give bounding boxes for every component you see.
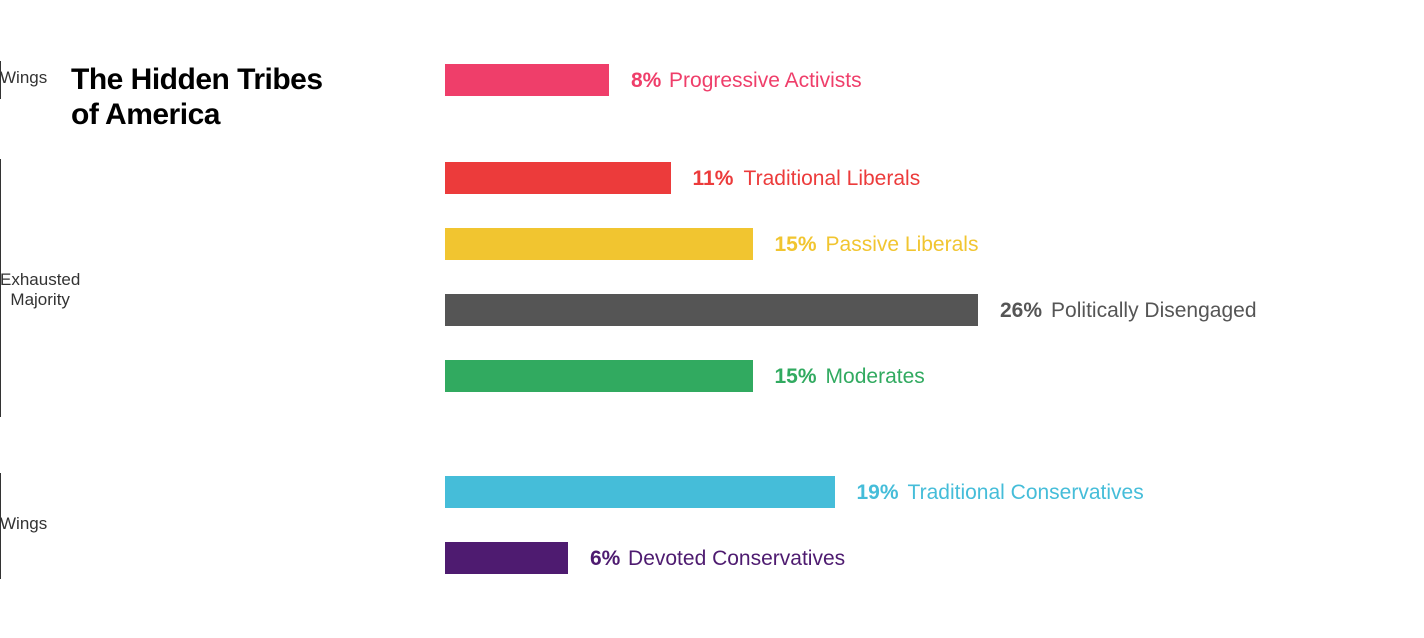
bar-category: Traditional Conservatives: [908, 481, 1144, 505]
bar-category: Devoted Conservatives: [628, 547, 845, 571]
chart-bar: [445, 228, 753, 260]
chart-bar: [445, 542, 568, 574]
chart-bar: [445, 64, 609, 96]
chart-bar: [445, 162, 671, 194]
chart-bar: [445, 476, 835, 508]
chart-bar: [445, 294, 978, 326]
bar-percent: 8%: [631, 69, 661, 93]
bar-percent: 15%: [775, 365, 817, 389]
chart-bar: [445, 360, 753, 392]
bar-category: Moderates: [826, 365, 925, 389]
group-label: Wings: [0, 514, 47, 534]
bar-percent: 19%: [857, 481, 899, 505]
chart-title: The Hidden Tribesof America: [71, 62, 323, 133]
bar-category: Progressive Activists: [669, 69, 862, 93]
bar-percent: 26%: [1000, 299, 1042, 323]
bar-category: Passive Liberals: [826, 233, 979, 257]
bar-category: Politically Disengaged: [1051, 299, 1256, 323]
group-label: Exhausted Majority: [0, 270, 80, 309]
bar-percent: 6%: [590, 547, 620, 571]
chart-title-line1: The Hidden Tribes: [71, 62, 323, 97]
bar-category: Traditional Liberals: [744, 167, 921, 191]
bar-percent: 11%: [693, 167, 734, 191]
chart-title-line2: of America: [71, 97, 323, 132]
bar-percent: 15%: [775, 233, 817, 257]
group-label: Wings: [0, 68, 47, 88]
